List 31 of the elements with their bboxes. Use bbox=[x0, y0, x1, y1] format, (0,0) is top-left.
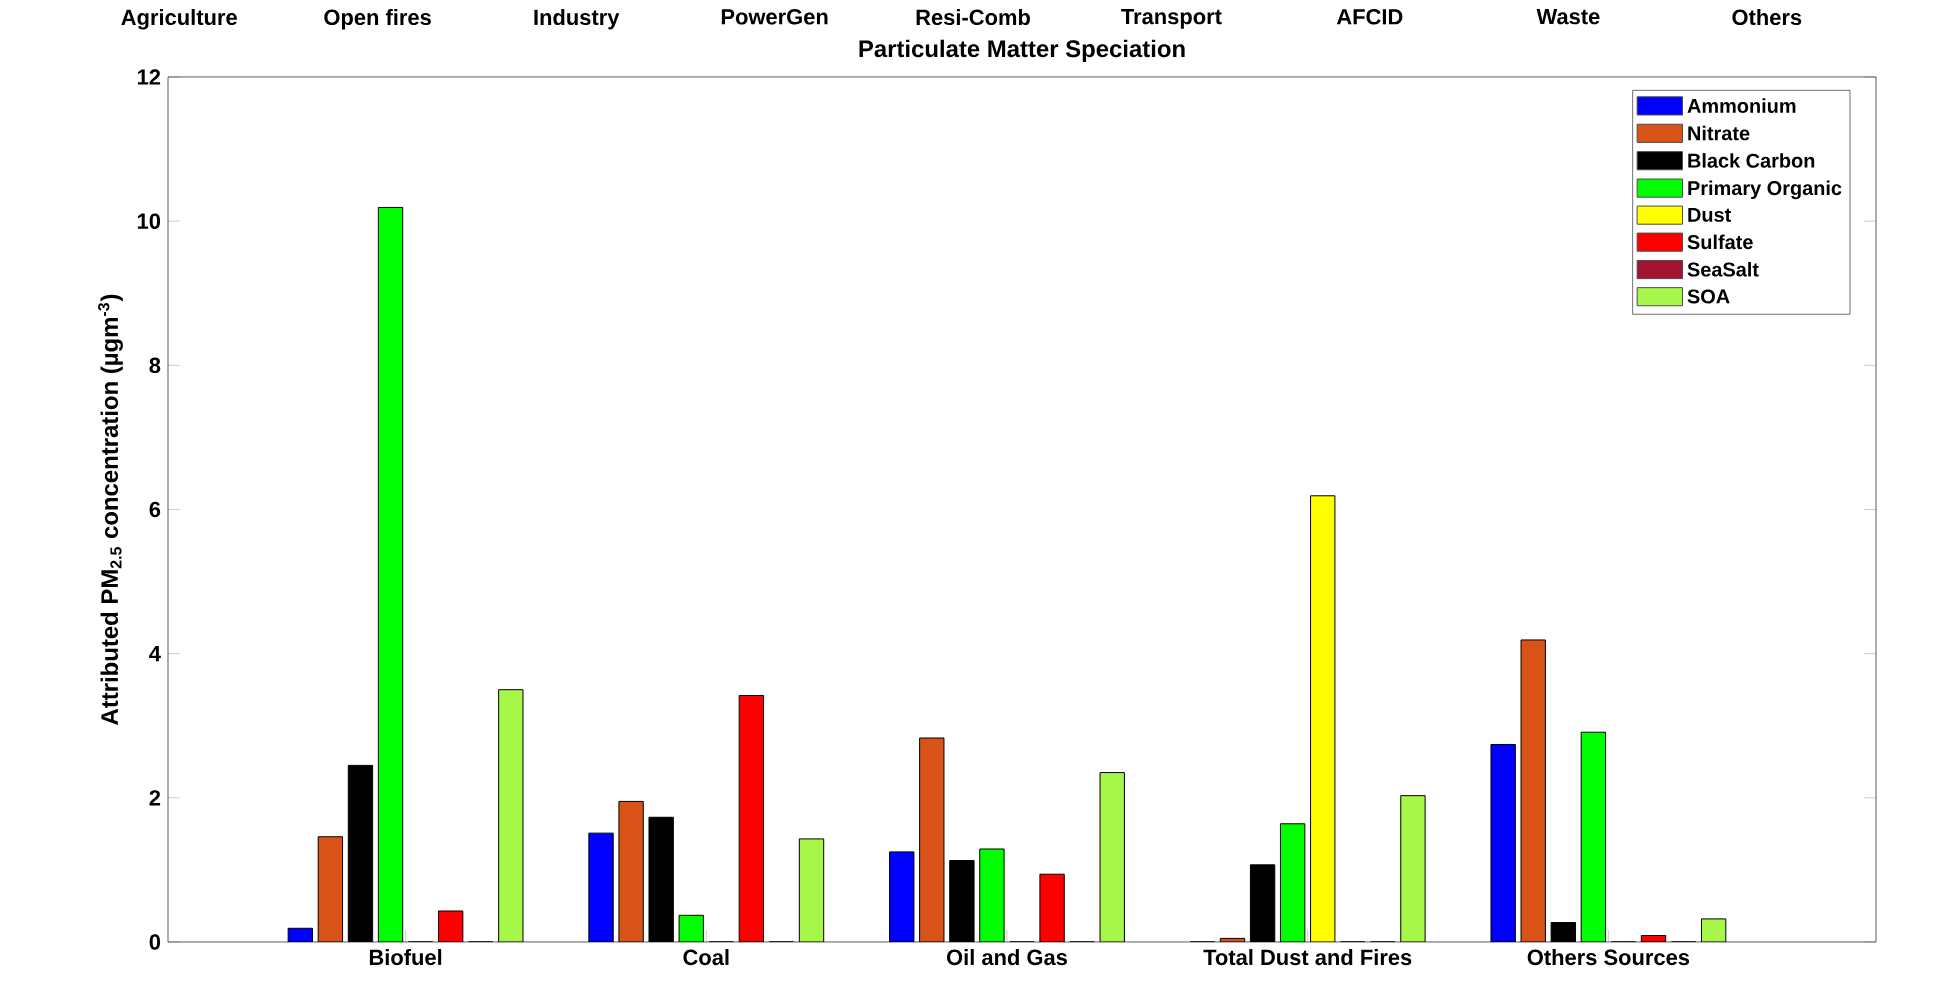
x-tick-label: Oil and Gas bbox=[946, 949, 1067, 966]
legend-label: Ammonium bbox=[1687, 98, 1796, 113]
y-tick-label: 2 bbox=[149, 790, 161, 806]
legend-label: Black Carbon bbox=[1688, 153, 1815, 168]
y-axis-title: Attributed PM$_{2.5}$ concentration (µgm$^{-3}$) bbox=[98, 294, 123, 725]
x-tick-label: Others Sources bbox=[1527, 949, 1690, 966]
text: Resi-Comb bbox=[916, 9, 1030, 26]
y-tick-label: 6 bbox=[149, 501, 161, 518]
legend-label: SeaSalt bbox=[1687, 261, 1759, 277]
y-tick-label: 8 bbox=[149, 357, 161, 374]
text: Industry bbox=[534, 9, 620, 30]
x-tick-label: Coal bbox=[683, 949, 729, 966]
legend-label: Primary Organic bbox=[1688, 180, 1842, 200]
y-tick-label: 10 bbox=[137, 213, 161, 229]
text: Open fires bbox=[324, 9, 431, 30]
text: Transport bbox=[1121, 9, 1222, 29]
y-tick-label: 4 bbox=[149, 646, 161, 662]
legend-label: Nitrate bbox=[1688, 125, 1750, 141]
legend-label: SOA bbox=[1687, 289, 1730, 304]
y-tick-label: 12 bbox=[137, 69, 161, 85]
x-tick-label: Total Dust and Fires bbox=[1203, 949, 1412, 966]
x-tick-label: Biofuel bbox=[369, 949, 442, 966]
text: Agriculture bbox=[121, 9, 237, 30]
text: PowerGen bbox=[721, 9, 828, 25]
text: Waste bbox=[1536, 9, 1600, 25]
y-tick-label: 0 bbox=[149, 934, 161, 950]
text: AFCID bbox=[1336, 9, 1403, 25]
legend-label: Sulfate bbox=[1687, 234, 1753, 250]
chart-title: Particulate Matter Speciation bbox=[859, 39, 1185, 62]
legend-label: Dust bbox=[1688, 207, 1732, 222]
text: Others bbox=[1732, 9, 1802, 26]
